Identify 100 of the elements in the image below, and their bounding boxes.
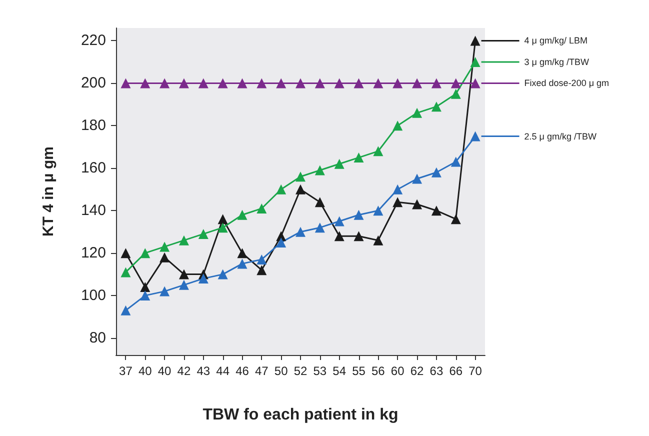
point xyxy=(120,78,131,88)
point xyxy=(450,156,461,167)
x-tick-label: 37 xyxy=(119,364,133,378)
point xyxy=(198,228,208,239)
y-tick-label: 80 xyxy=(89,330,106,347)
x-tick-label: 60 xyxy=(390,364,405,378)
point xyxy=(256,254,267,264)
legend-label: 3 μ gm/kg /TBW xyxy=(519,56,590,67)
point xyxy=(373,78,384,88)
point xyxy=(412,108,422,118)
x-tick-label: 47 xyxy=(254,364,269,378)
legend-label: 4 μ gm/kg/ LBM xyxy=(519,36,588,46)
point xyxy=(178,269,189,280)
point xyxy=(470,131,480,142)
x-tick-label: 52 xyxy=(294,364,308,378)
point xyxy=(276,78,286,88)
point xyxy=(431,206,442,216)
x-tick-label: 44 xyxy=(216,364,230,378)
x-tick-label: 40 xyxy=(138,364,152,378)
point xyxy=(178,235,189,246)
x-tick-label: 63 xyxy=(430,364,444,378)
point xyxy=(314,78,325,88)
legend-label: 2.5 μ gm/kg /TBW xyxy=(519,131,597,142)
point xyxy=(354,78,364,88)
point xyxy=(237,248,248,258)
x-tick-label: 66 xyxy=(449,364,463,378)
point xyxy=(120,248,131,258)
point xyxy=(314,197,325,208)
point xyxy=(178,280,189,290)
y-tick-label: 200 xyxy=(80,74,106,92)
point xyxy=(237,78,248,88)
point xyxy=(431,102,442,112)
point xyxy=(296,172,306,182)
point xyxy=(296,184,306,194)
y-tick-label: 220 xyxy=(80,32,106,50)
x-tick-label: 54 xyxy=(332,364,346,378)
point xyxy=(140,78,150,88)
point xyxy=(450,88,461,99)
y-tick-label: 100 xyxy=(80,287,106,304)
x-tick-label: 56 xyxy=(372,364,386,378)
point xyxy=(276,184,286,194)
x-tick-label: 55 xyxy=(352,364,366,378)
point xyxy=(334,231,344,242)
point xyxy=(470,56,480,67)
x-tick-label: 43 xyxy=(196,364,210,378)
point xyxy=(198,274,208,284)
point xyxy=(334,158,344,169)
point xyxy=(160,78,170,88)
point xyxy=(237,210,248,220)
point xyxy=(218,214,228,224)
point xyxy=(392,120,403,131)
point xyxy=(276,237,286,248)
point xyxy=(334,78,344,88)
x-tick-label: 53 xyxy=(313,364,327,378)
point xyxy=(140,282,150,292)
point xyxy=(256,203,267,214)
point xyxy=(412,174,422,184)
point xyxy=(178,78,189,88)
point xyxy=(334,216,344,226)
y-tick-label: 120 xyxy=(80,244,106,262)
point xyxy=(296,78,306,88)
point xyxy=(218,269,228,280)
point xyxy=(218,78,228,88)
point xyxy=(140,248,150,258)
point xyxy=(314,222,325,233)
y-tick-label: 180 xyxy=(80,117,106,134)
x-tick-label: 46 xyxy=(236,364,250,378)
point xyxy=(450,214,461,224)
point xyxy=(431,78,442,88)
point xyxy=(470,36,480,46)
point xyxy=(160,286,170,296)
x-tick-label: 70 xyxy=(468,364,482,378)
x-axis-title: TBW fo each patient in kg xyxy=(202,406,398,424)
y-axis-title: KT 4 in μ gm xyxy=(40,146,57,237)
point xyxy=(373,235,384,246)
point xyxy=(296,226,306,237)
y-tick-label: 140 xyxy=(80,202,106,220)
point xyxy=(160,242,170,252)
point xyxy=(412,78,422,88)
point xyxy=(140,290,150,301)
point xyxy=(237,258,248,269)
x-tick-label: 62 xyxy=(410,364,424,378)
point xyxy=(431,167,442,178)
y-tick-label: 160 xyxy=(80,160,106,177)
point xyxy=(392,78,403,88)
point xyxy=(470,78,480,88)
point xyxy=(120,305,131,316)
point xyxy=(256,265,267,276)
legend-label: Fixed dose-200 μ gm xyxy=(519,78,610,88)
point xyxy=(256,78,267,88)
point xyxy=(160,252,170,262)
point xyxy=(354,152,364,163)
x-tick-label: 40 xyxy=(158,364,172,378)
point xyxy=(392,184,403,194)
x-tick-label: 42 xyxy=(177,364,191,378)
x-tick-label: 50 xyxy=(274,364,288,378)
point xyxy=(218,222,228,233)
point xyxy=(314,165,325,176)
point xyxy=(392,197,403,208)
point xyxy=(373,146,384,156)
